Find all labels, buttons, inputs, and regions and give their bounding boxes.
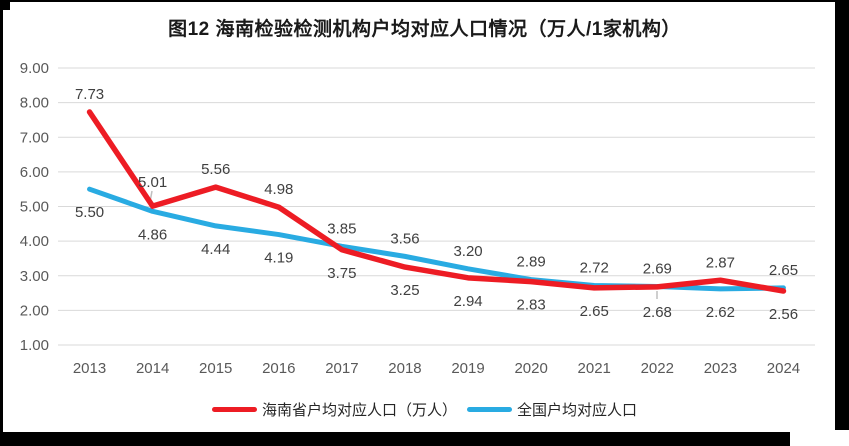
x-tick-label: 2024	[767, 360, 800, 377]
hainan-data-label: 3.25	[390, 282, 419, 299]
national-data-label: 3.85	[327, 220, 356, 237]
national-data-label: 3.56	[390, 230, 419, 247]
x-tick-label: 2013	[73, 360, 106, 377]
national-data-label: 5.50	[75, 204, 104, 221]
national-data-label: 4.44	[201, 241, 230, 258]
y-tick-label: 5.00	[20, 199, 49, 216]
hainan-data-label: 4.98	[264, 181, 293, 198]
x-tick-label: 2022	[641, 360, 674, 377]
chart-legend: 海南省户均对应人口（万人） 全国户均对应人口	[0, 399, 849, 419]
hainan-data-label: 5.56	[201, 161, 230, 178]
national-data-label: 3.20	[453, 243, 482, 260]
hainan-data-label: 3.75	[327, 265, 356, 282]
hainan-data-label: 5.01	[138, 174, 167, 191]
x-tick-label: 2019	[451, 360, 484, 377]
hainan-data-label: 2.56	[769, 306, 798, 323]
national-data-label: 2.62	[706, 304, 735, 321]
national-data-label: 4.19	[264, 250, 293, 267]
hainan-series-swatch	[211, 406, 257, 412]
y-tick-label: 4.00	[20, 233, 49, 250]
national-data-label: 2.65	[769, 262, 798, 279]
y-tick-label: 1.00	[20, 337, 49, 354]
x-tick-label: 2016	[262, 360, 295, 377]
hainan-data-label: 2.94	[453, 293, 482, 310]
screenshot-corner-mark	[0, 0, 10, 10]
national-data-label: 2.69	[643, 260, 672, 277]
national-data-label: 4.86	[138, 226, 167, 243]
x-tick-label: 2021	[578, 360, 611, 377]
national-data-label: 2.89	[517, 254, 546, 271]
screenshot-border-left	[0, 0, 3, 446]
x-tick-label: 2014	[136, 360, 169, 377]
screenshot-border-top	[0, 0, 849, 2]
x-tick-label: 2015	[199, 360, 232, 377]
screenshot-border-bottom	[0, 432, 790, 446]
hainan-data-label: 2.68	[643, 304, 672, 321]
hainan-data-label: 2.83	[517, 297, 546, 314]
hainan-series-line	[86, 109, 787, 294]
legend-label-national: 全国户均对应人口	[517, 401, 638, 419]
screenshot-border-right	[835, 0, 849, 430]
x-tick-label: 2020	[514, 360, 547, 377]
x-tick-label: 2017	[325, 360, 358, 377]
national-series-swatch	[467, 406, 512, 412]
y-tick-label: 3.00	[20, 268, 49, 285]
y-tick-label: 9.00	[20, 60, 49, 77]
hainan-data-label: 2.87	[706, 254, 735, 271]
y-tick-label: 2.00	[20, 302, 49, 319]
y-tick-label: 7.00	[20, 129, 49, 146]
legend-item-national: 全国户均对应人口	[467, 399, 637, 420]
national-data-label: 2.72	[580, 259, 609, 276]
x-tick-label: 2023	[704, 360, 737, 377]
x-tick-label: 2018	[388, 360, 421, 377]
y-tick-label: 8.00	[20, 95, 49, 112]
hainan-data-label: 7.73	[75, 86, 104, 103]
y-tick-label: 6.00	[20, 164, 49, 181]
hainan-data-label: 2.65	[580, 303, 609, 320]
legend-item-hainan: 海南省户均对应人口（万人）	[211, 399, 457, 420]
legend-label-hainan: 海南省户均对应人口（万人）	[261, 401, 457, 419]
chart-title: 图12 海南检验检测机构户均对应人口情况（万人/1家机构）	[168, 19, 681, 40]
